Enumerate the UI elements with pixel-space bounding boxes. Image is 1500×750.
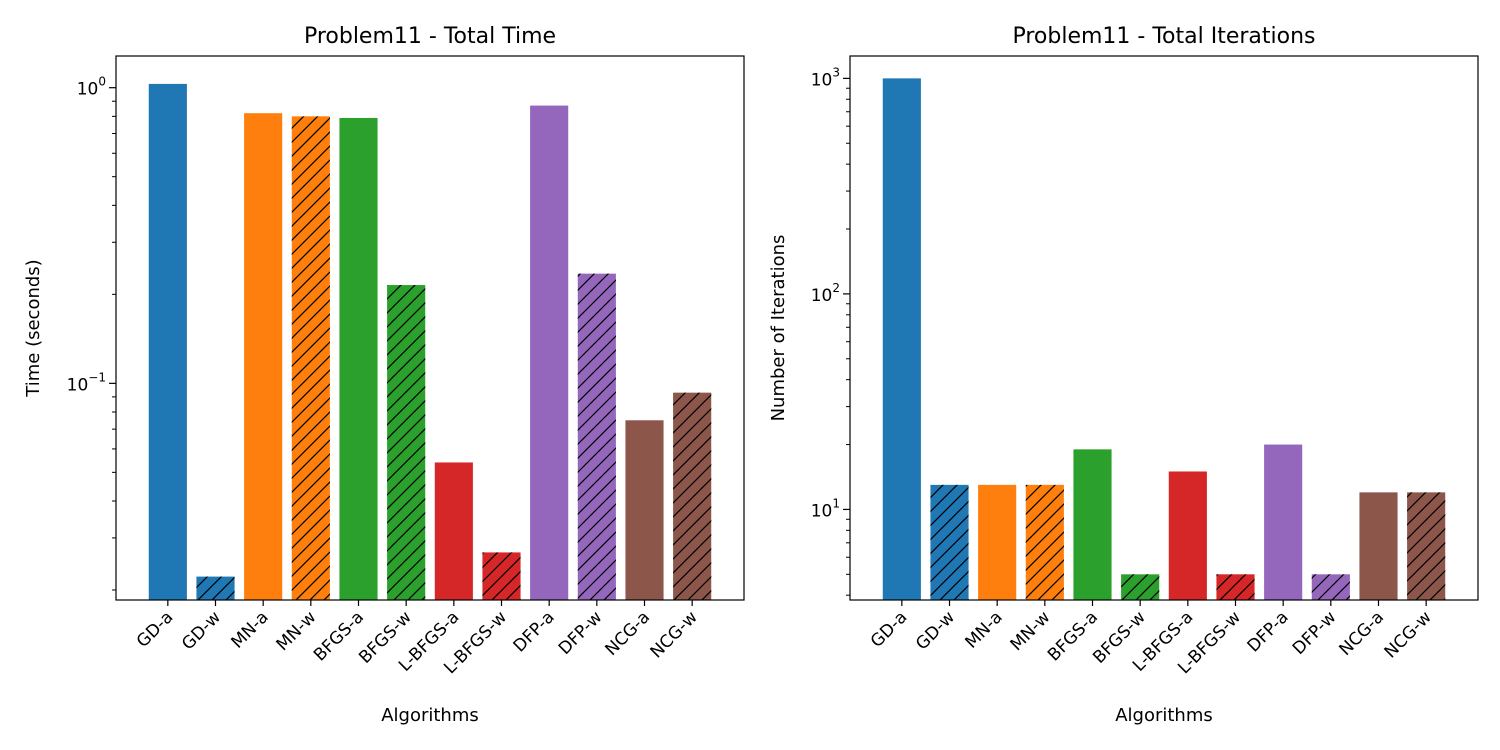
y-tick-base: 10 bbox=[811, 286, 833, 306]
bar-hatch-dfp-w bbox=[1311, 574, 1350, 600]
y-tick-exponent: 1 bbox=[832, 496, 840, 510]
bar-hatch-gd-w bbox=[196, 576, 235, 600]
y-axis-label: Time (seconds) bbox=[23, 259, 44, 397]
bar-gd-a bbox=[882, 78, 921, 600]
y-tick-base: 10 bbox=[811, 501, 833, 521]
bar-hatch-bfgs-w bbox=[1121, 574, 1160, 600]
chart-title: Problem11 - Total Iterations bbox=[1012, 24, 1315, 49]
bar-l-bfgs-a bbox=[434, 462, 473, 600]
x-tick-label: DFP-a bbox=[1244, 607, 1293, 656]
bar-hatch-mn-w bbox=[1025, 484, 1064, 600]
x-tick-label: NCG-w bbox=[1381, 607, 1436, 662]
y-axis-label: Number of Iterations bbox=[768, 235, 789, 422]
bar-bfgs-a bbox=[339, 117, 378, 601]
bar-hatch-ncg-w bbox=[673, 392, 712, 600]
y-tick-label: 103 bbox=[811, 65, 840, 90]
x-axis-label: Algorithms bbox=[381, 705, 479, 726]
bar-hatch-mn-w bbox=[291, 116, 330, 600]
y-tick-label: 102 bbox=[811, 281, 840, 306]
bar-mn-a bbox=[978, 484, 1017, 600]
bar-hatch-l-bfgs-w bbox=[482, 552, 521, 600]
x-tick-label: MN-a bbox=[227, 607, 272, 652]
x-tick-label: MN-a bbox=[961, 607, 1006, 652]
y-tick-label: 10−1 bbox=[67, 370, 106, 395]
x-tick-label: GD-a bbox=[133, 607, 177, 651]
y-tick-label: 100 bbox=[77, 75, 106, 100]
chart-title: Problem11 - Total Time bbox=[304, 24, 556, 49]
y-tick-exponent: 2 bbox=[832, 281, 840, 295]
bar-ncg-a bbox=[1359, 492, 1398, 600]
bar-hatch-dfp-w bbox=[577, 273, 616, 600]
bar-mn-a bbox=[244, 113, 283, 601]
x-tick-label: NCG-a bbox=[601, 607, 654, 660]
x-axis-label: Algorithms bbox=[1115, 705, 1213, 726]
x-tick-label: DFP-a bbox=[510, 607, 559, 656]
bar-dfp-a bbox=[1264, 444, 1303, 600]
bar-ncg-a bbox=[625, 420, 664, 600]
bar-l-bfgs-a bbox=[1168, 471, 1207, 600]
bar-gd-a bbox=[148, 83, 187, 600]
bar-hatch-bfgs-w bbox=[387, 285, 426, 600]
y-tick-base: 10 bbox=[811, 70, 833, 90]
x-tick-label: GD-w bbox=[912, 607, 959, 654]
y-tick-base: 10 bbox=[67, 375, 89, 395]
plot-frame bbox=[115, 55, 745, 601]
bar-dfp-a bbox=[530, 105, 569, 601]
y-tick-base: 10 bbox=[77, 80, 99, 100]
bar-bfgs-a bbox=[1073, 449, 1112, 600]
x-tick-label: DFP-w bbox=[1289, 607, 1341, 659]
bar-hatch-ncg-w bbox=[1407, 492, 1446, 600]
x-tick-label: NCG-a bbox=[1335, 607, 1388, 660]
time-chart: GD-a GD-w MN-a MN-wBFGS-aBFGS-wL-BFGS-aL-BF… bbox=[23, 24, 745, 726]
bar-hatch-l-bfgs-w bbox=[1216, 574, 1255, 600]
y-tick-exponent: 3 bbox=[832, 65, 840, 79]
x-tick-label: DFP-w bbox=[555, 607, 607, 659]
y-tick-label: 101 bbox=[811, 496, 840, 521]
x-tick-label: GD-a bbox=[867, 607, 911, 651]
bar-hatch-gd-w bbox=[930, 484, 969, 600]
x-tick-label: GD-w bbox=[178, 607, 225, 654]
y-tick-exponent: −1 bbox=[88, 370, 106, 384]
plot-frame bbox=[849, 55, 1479, 601]
y-tick-exponent: 0 bbox=[98, 75, 106, 89]
x-tick-label: NCG-w bbox=[647, 607, 702, 662]
iterations-chart: GD-a GD-w MN-a MN-wBFGS-aBFGS-wL-BFGS-aL-BF… bbox=[768, 24, 1479, 726]
